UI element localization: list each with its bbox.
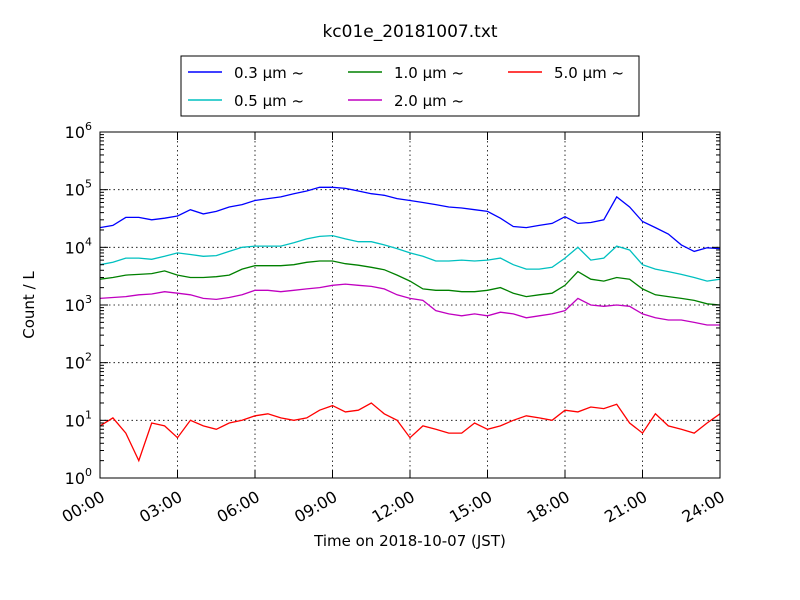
y-tick-label: 106 (65, 120, 92, 142)
axis-ticks (99, 131, 721, 479)
x-tick-label: 03:00 (136, 487, 185, 527)
legend-label: 0.5 μm ~ (234, 92, 304, 110)
x-tick-label: 21:00 (601, 487, 650, 527)
series-line-2 (99, 260, 721, 306)
grid (100, 132, 720, 478)
x-tick-label: 09:00 (291, 487, 340, 527)
legend-label: 0.3 μm ~ (234, 64, 304, 82)
x-tick-label: 18:00 (524, 487, 573, 527)
legend-box (180, 55, 640, 117)
y-tick-label: 101 (65, 408, 92, 430)
y-tick-label: 102 (65, 351, 92, 373)
x-axis-label: Time on 2018-10-07 (JST) (313, 532, 506, 550)
series-lines (99, 186, 721, 463)
x-tick-label: 24:00 (679, 487, 728, 527)
legend: 0.3 μm ~ 0.5 μm ~ 1.0 μm ~ 2.0 μm ~ 5.0 μm ~ (180, 55, 640, 117)
legend-label: 2.0 μm ~ (394, 92, 464, 110)
series-line-3 (99, 283, 720, 326)
y-tick-label: 104 (65, 235, 92, 257)
series-line-0 (99, 186, 721, 253)
chart-title: kc01e_20181007.txt (322, 22, 497, 42)
y-tick-label: 105 (65, 178, 92, 200)
x-tick-label: 06:00 (214, 487, 263, 527)
y-tick-labels: 100 101 102 103 104 105 106 (65, 120, 92, 488)
legend-label: 1.0 μm ~ (394, 64, 464, 82)
series-line-1 (99, 234, 721, 282)
series-line-4 (99, 402, 721, 463)
y-tick-label: 103 (65, 293, 92, 315)
y-axis-label: Count / L (20, 271, 38, 339)
legend-label: 5.0 μm ~ (554, 64, 624, 82)
y-tick-label: 100 (65, 466, 92, 488)
x-tick-label: 12:00 (369, 487, 418, 527)
x-tick-labels: 00:00 03:00 06:00 09:00 12:00 15:00 18:00 21:00… (59, 487, 728, 527)
x-tick-label: 15:00 (446, 487, 495, 527)
x-tick-label: 00:00 (59, 487, 108, 527)
